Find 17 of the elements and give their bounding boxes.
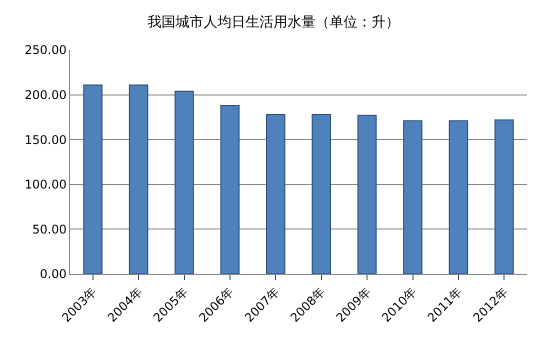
bar [266, 114, 286, 274]
bar [128, 84, 148, 274]
chart-title: 我国城市人均日生活用水量（单位：升） [148, 14, 400, 31]
y-tick-label: 150.00 [24, 132, 67, 147]
y-tick-label: 100.00 [24, 178, 67, 192]
y-tick-label: 250.00 [24, 43, 67, 58]
y-tick-label: 50.00 [32, 222, 67, 236]
y-tick-label: 0.00 [40, 267, 67, 282]
bar [174, 90, 194, 274]
y-tick-label: 200.00 [24, 88, 67, 102]
bar [448, 120, 468, 274]
bar [494, 119, 514, 274]
bar [312, 114, 331, 274]
bar [403, 120, 422, 274]
bar [357, 114, 377, 274]
bar [83, 84, 102, 274]
bar [220, 105, 240, 274]
